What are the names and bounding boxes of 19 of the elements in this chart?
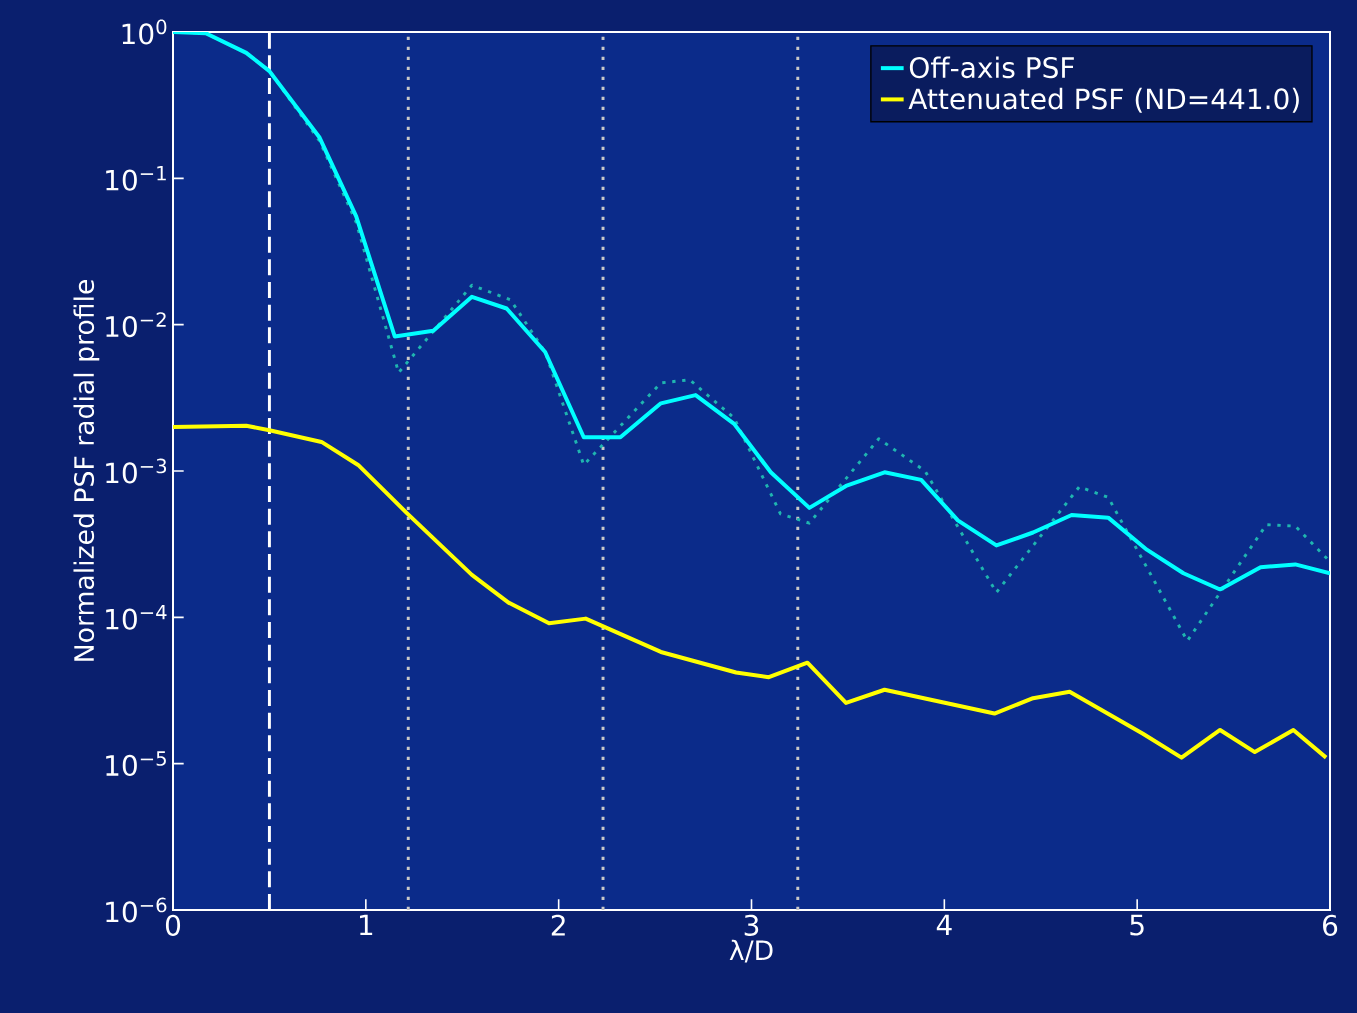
y-tick-label: 10$^{−6}$ — [106, 897, 167, 923]
x-axis-title: λ/D — [729, 939, 773, 963]
legend-label: Off-axis PSF — [909, 56, 1074, 79]
y-axis-title: Normalized PSF radial profile — [73, 280, 100, 661]
x-tick-label: 0 — [165, 914, 181, 936]
x-tick-label: 6 — [1323, 914, 1338, 936]
x-tick-label: 5 — [1130, 914, 1144, 936]
y-tick-label: 10$^{−4}$ — [106, 604, 167, 630]
y-tick-label: 10$^{0}$ — [122, 19, 167, 45]
y-tick-label: 10$^{−5}$ — [106, 751, 166, 777]
x-tick-label: 2 — [551, 914, 565, 936]
legend-label: Attenuated PSF (ND=441.0) — [908, 87, 1299, 113]
x-tick-label: 3 — [744, 914, 759, 936]
y-tick-label: 10$^{−2}$ — [106, 312, 166, 338]
line-series — [173, 423, 1329, 760]
y-tick-label: 10$^{−3}$ — [106, 458, 167, 484]
y-tick-label: 10$^{−1}$ — [106, 165, 166, 191]
x-tick-label: 1 — [360, 914, 373, 936]
x-tick-label: 4 — [936, 914, 952, 936]
